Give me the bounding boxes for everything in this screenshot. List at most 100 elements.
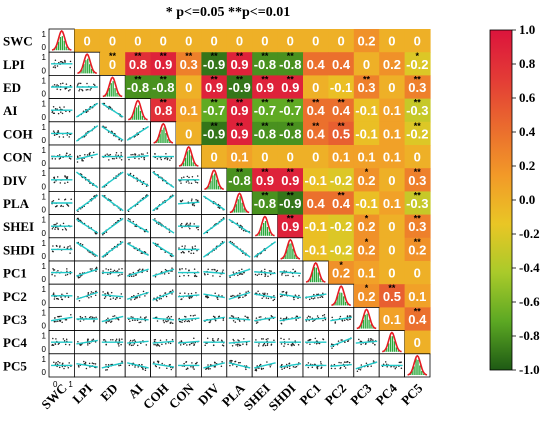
scatter-point bbox=[337, 340, 340, 342]
scatter-point bbox=[165, 342, 167, 345]
scatter-point bbox=[180, 177, 183, 179]
scatter-point bbox=[109, 153, 112, 156]
scatter-point bbox=[68, 157, 71, 159]
scatter-point bbox=[136, 344, 139, 347]
coef-label: -0.8 bbox=[127, 80, 149, 95]
scatter-point bbox=[120, 158, 123, 161]
row-label: PC1 bbox=[3, 266, 27, 281]
colorbar-tick-label: -1.0 bbox=[519, 362, 540, 377]
scatter-point bbox=[69, 158, 72, 160]
scatter-point bbox=[283, 367, 286, 369]
scatter-point bbox=[232, 271, 235, 273]
scatter-point bbox=[242, 296, 244, 299]
scatter-point bbox=[307, 366, 310, 369]
heat-cell bbox=[379, 145, 406, 169]
coef-label: 0 bbox=[414, 335, 421, 350]
coef-label: 0.2 bbox=[357, 242, 375, 257]
scatter-point bbox=[281, 274, 283, 276]
scatter-point bbox=[308, 298, 311, 301]
scatter-point bbox=[145, 344, 148, 346]
col-label: LPI bbox=[69, 381, 95, 407]
scatter-point bbox=[145, 316, 147, 318]
scatter-point bbox=[163, 273, 166, 275]
histogram-bar bbox=[389, 336, 392, 352]
coef-label: 0 bbox=[261, 150, 268, 165]
fit-line bbox=[330, 316, 352, 322]
scatter-point bbox=[268, 319, 271, 321]
fit-line bbox=[304, 293, 327, 299]
fit-line bbox=[203, 271, 225, 275]
signif-mark: ** bbox=[236, 167, 244, 177]
fit-line bbox=[101, 194, 124, 212]
row-tick-label: 0 bbox=[42, 43, 47, 52]
signif-mark: ** bbox=[414, 306, 422, 316]
scatter-point bbox=[154, 275, 157, 278]
fit-line bbox=[126, 125, 149, 141]
scatter-point bbox=[132, 220, 135, 223]
scatter-point bbox=[157, 360, 160, 363]
scatter-point bbox=[128, 158, 130, 161]
scatter-point bbox=[58, 136, 61, 138]
scatter-point bbox=[154, 218, 156, 220]
scatter-point bbox=[159, 157, 162, 159]
scatter-point bbox=[298, 294, 300, 297]
heat-cell bbox=[277, 75, 304, 100]
scatter-point bbox=[130, 316, 132, 318]
scatter-point bbox=[190, 200, 193, 202]
histogram-bar bbox=[360, 324, 363, 329]
scatter-point bbox=[349, 318, 351, 321]
histogram-bar bbox=[266, 226, 269, 236]
coef-label: 0.4 bbox=[307, 57, 326, 72]
heat-cell bbox=[176, 29, 202, 53]
histogram-bar bbox=[116, 92, 118, 97]
scatter-point bbox=[86, 82, 88, 85]
scatter-point bbox=[81, 243, 84, 246]
scatter-point bbox=[372, 360, 375, 362]
scatter-point bbox=[90, 296, 92, 298]
row-tick-label: 1 bbox=[42, 123, 47, 132]
scatter-point bbox=[178, 317, 180, 320]
signif-mark: ** bbox=[261, 51, 269, 61]
histogram-bar bbox=[311, 271, 314, 283]
scatter-point bbox=[256, 274, 259, 277]
row-tick-label: 1 bbox=[42, 30, 47, 39]
row-label: ED bbox=[3, 80, 21, 95]
signif-mark: ** bbox=[414, 121, 422, 131]
histogram-bar bbox=[268, 231, 271, 236]
scatter-point bbox=[110, 321, 112, 323]
heat-cell bbox=[176, 121, 202, 146]
scatter-point bbox=[65, 318, 68, 321]
scatter-point bbox=[51, 111, 53, 113]
scatter-points bbox=[254, 290, 276, 302]
heat-cell bbox=[252, 191, 279, 216]
heat-cell bbox=[226, 29, 253, 53]
scatter-point bbox=[56, 108, 58, 110]
scatter-point bbox=[166, 316, 168, 319]
scatter-points bbox=[280, 362, 300, 370]
scatter-point bbox=[208, 321, 211, 324]
coef-label: 0.9 bbox=[256, 173, 274, 188]
scatter-point bbox=[55, 297, 58, 300]
fit-line bbox=[101, 102, 124, 118]
coef-label: 0 bbox=[160, 34, 167, 49]
density-curve bbox=[178, 145, 199, 167]
histogram-bar bbox=[368, 319, 370, 329]
scatter-point bbox=[107, 363, 110, 366]
scatter-point bbox=[146, 270, 148, 272]
coef-label: 0.2 bbox=[357, 219, 375, 234]
scatter-point bbox=[214, 316, 216, 318]
coef-label: -0.7 bbox=[203, 103, 225, 118]
scatter-point bbox=[53, 176, 56, 179]
scatter-point bbox=[129, 242, 131, 244]
scatter-point bbox=[61, 321, 63, 323]
scatter-point bbox=[51, 201, 53, 203]
coef-label: -0.2 bbox=[406, 57, 428, 72]
fit-line bbox=[152, 194, 175, 212]
scatter-point bbox=[186, 344, 188, 346]
scatter-point bbox=[262, 367, 265, 370]
colorbar-tick-label: -0.6 bbox=[519, 294, 540, 309]
heat-cell bbox=[277, 121, 304, 146]
scatter-point bbox=[181, 321, 183, 324]
coef-label: -0.2 bbox=[330, 242, 352, 257]
scatter-point bbox=[105, 369, 107, 371]
